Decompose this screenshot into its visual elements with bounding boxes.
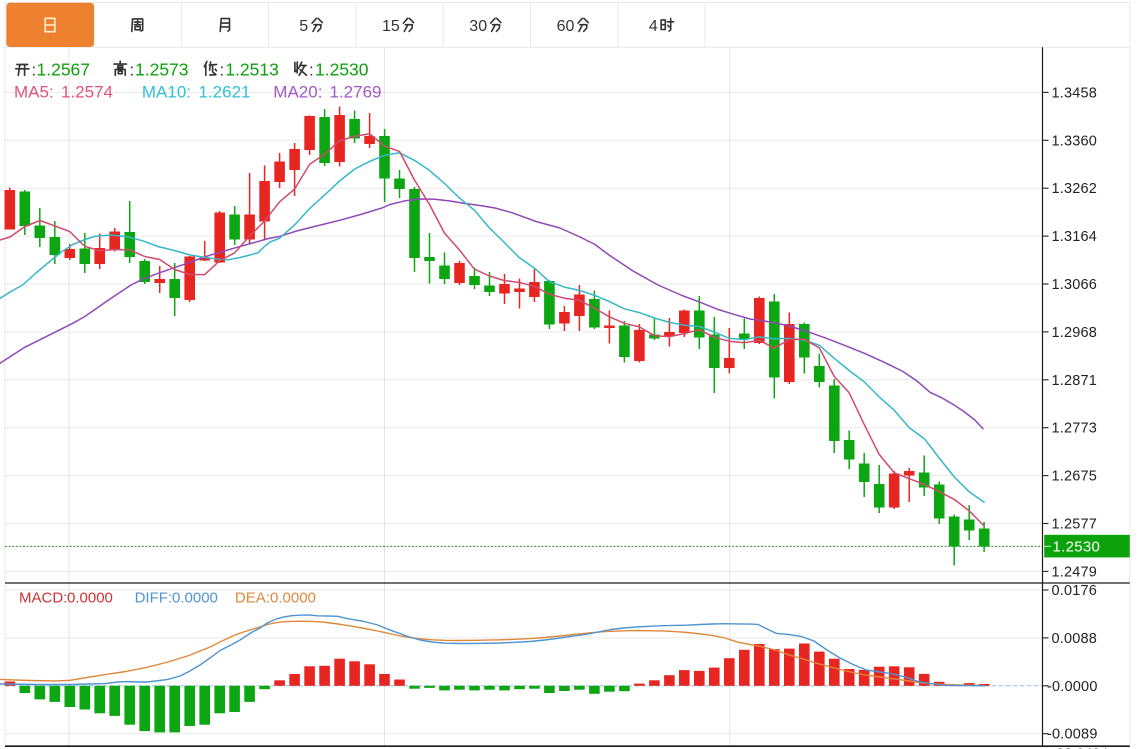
svg-text:1.2769: 1.2769: [330, 83, 382, 102]
svg-text:1.3066: 1.3066: [1052, 277, 1098, 293]
svg-text:1.2577: 1.2577: [1052, 517, 1098, 533]
svg-text:1.3458: 1.3458: [1052, 85, 1098, 101]
svg-text:4: 4: [649, 18, 658, 35]
svg-text:1.2530: 1.2530: [1053, 539, 1101, 556]
svg-text:MA10:: MA10:: [142, 83, 191, 102]
svg-text:0.0000: 0.0000: [270, 590, 316, 607]
svg-text:1.2621: 1.2621: [199, 83, 251, 102]
svg-text:15: 15: [382, 18, 400, 35]
svg-text:1.2871: 1.2871: [1052, 373, 1098, 389]
svg-text:1.2567: 1.2567: [37, 60, 91, 80]
svg-text:DEA:: DEA:: [235, 590, 270, 607]
svg-text:DIFF:: DIFF:: [135, 590, 173, 607]
svg-text:60: 60: [557, 18, 575, 35]
svg-text:1.3360: 1.3360: [1052, 133, 1098, 149]
svg-text:-02.0404: -02.0404: [1052, 745, 1109, 749]
svg-text::: :: [130, 61, 135, 80]
svg-text:0.0000: 0.0000: [67, 590, 113, 607]
svg-text:-0.0089: -0.0089: [1047, 727, 1098, 743]
svg-text:0.0000: 0.0000: [172, 590, 218, 607]
svg-text:0.0176: 0.0176: [1052, 583, 1098, 599]
svg-text:1.2573: 1.2573: [135, 60, 189, 80]
svg-text:1.2479: 1.2479: [1052, 564, 1098, 580]
svg-text:1.3164: 1.3164: [1052, 229, 1098, 245]
svg-text:MACD:: MACD:: [19, 590, 67, 607]
svg-text:1.2530: 1.2530: [315, 60, 369, 80]
svg-text:1.2773: 1.2773: [1052, 421, 1098, 437]
svg-text:1.2574: 1.2574: [61, 83, 113, 102]
svg-text:1.3262: 1.3262: [1052, 181, 1098, 197]
svg-text:-0.0000: -0.0000: [1047, 679, 1098, 695]
svg-text:MA5:: MA5:: [14, 83, 54, 102]
svg-text::: :: [32, 61, 37, 80]
svg-text:0.0088: 0.0088: [1052, 631, 1098, 647]
svg-text:MA20:: MA20:: [273, 83, 322, 102]
svg-text:30: 30: [469, 18, 487, 35]
svg-text::: :: [309, 61, 314, 80]
svg-text:1.2675: 1.2675: [1052, 469, 1098, 485]
svg-text:1.2513: 1.2513: [225, 60, 279, 80]
svg-text:5: 5: [299, 18, 308, 35]
svg-text:1.2968: 1.2968: [1052, 325, 1098, 341]
svg-text::: :: [220, 61, 225, 80]
